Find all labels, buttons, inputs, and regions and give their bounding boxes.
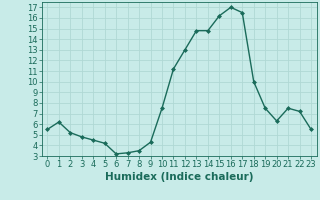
X-axis label: Humidex (Indice chaleur): Humidex (Indice chaleur) bbox=[105, 172, 253, 182]
